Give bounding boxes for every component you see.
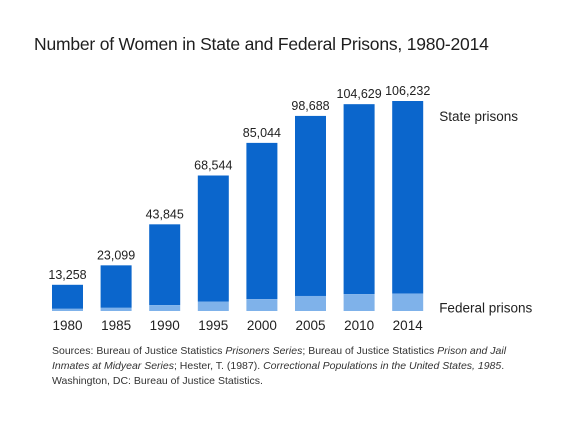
x-tick-1980: 1980	[52, 318, 82, 333]
source-part: ; Bureau of Justice Statistics	[302, 345, 438, 357]
total-label-1990: 43,845	[146, 207, 184, 221]
bar-federal-1990	[149, 305, 181, 311]
source-note: Sources: Bureau of Justice Statistics Pr…	[52, 344, 522, 389]
x-tick-2005: 2005	[295, 318, 325, 333]
source-part: Sources: Bureau of Justice Statistics	[52, 345, 226, 357]
bar-state-2005	[295, 115, 326, 296]
source-part: . Washington, DC: Bureau of Justice Stat…	[52, 360, 505, 387]
x-tick-2000: 2000	[247, 318, 277, 333]
total-label-2010: 104,629	[337, 87, 382, 101]
x-tick-1990: 1990	[150, 318, 180, 333]
x-tick-2014: 2014	[393, 318, 424, 333]
bar-state-2010	[343, 104, 375, 295]
legend-federal-prisons: Federal prisons	[439, 301, 532, 316]
total-label-2005: 98,688	[291, 99, 329, 113]
bar-federal-2005	[295, 295, 326, 311]
bar-state-2014	[392, 101, 424, 294]
bar-federal-1985	[100, 307, 132, 311]
x-tick-1995: 1995	[198, 318, 228, 333]
legend: State prisons Federal prisons	[439, 109, 532, 316]
total-label-1985: 23,099	[97, 248, 135, 262]
bar-federal-1995	[197, 301, 229, 311]
bar-federal-2014	[392, 293, 424, 311]
legend-state-prisons: State prisons	[439, 109, 518, 124]
x-tick-1985: 1985	[101, 318, 131, 333]
source-part: Prisoners Series	[225, 345, 303, 357]
bar-federal-1980	[52, 308, 83, 311]
total-label-1995: 68,544	[194, 159, 232, 173]
bar-federal-2010	[343, 294, 375, 311]
total-label-2000: 85,044	[243, 126, 281, 140]
bar-state-1985	[100, 265, 132, 308]
bar-federal-2000	[246, 299, 278, 311]
x-axis-ticks: 1980 1985 1990 1995 2000 2005 2010 2014	[52, 318, 423, 333]
total-label-2014: 106,232	[385, 84, 430, 98]
x-tick-2010: 2010	[344, 318, 374, 333]
bars-group	[52, 101, 424, 311]
chart-title: Number of Women in State and Federal Pri…	[34, 34, 489, 54]
source-part: Correctional Populations in the United S…	[263, 360, 502, 372]
source-part: ; Hester, T. (1987).	[173, 360, 264, 372]
total-label-1980: 13,258	[48, 268, 86, 282]
source-part: Prison and Jail Inmates at Midyear Serie…	[52, 345, 507, 372]
bar-state-1980	[52, 284, 83, 309]
bar-state-1995	[197, 175, 229, 302]
total-labels-group: 13,258 23,099 43,845 68,544 85,044 98,688 104,…	[48, 84, 430, 282]
bar-state-2000	[246, 142, 278, 300]
bar-state-1990	[149, 224, 181, 306]
